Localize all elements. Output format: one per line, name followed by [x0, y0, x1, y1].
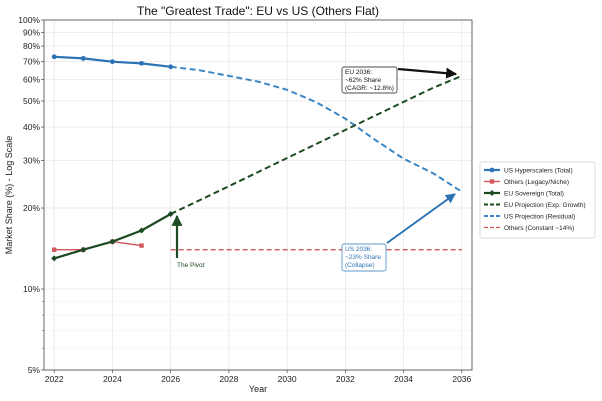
others-legacy-point [51, 247, 57, 252]
us-hyperscalers-point [51, 54, 57, 60]
y-tick-label: 70% [23, 57, 40, 67]
eu-annotation-line-3: (CAGR: ~12.8%) [345, 85, 394, 92]
legend-label-eu-sovereign: EU Sovereign (Total) [504, 190, 564, 197]
legend-swatch-others-legacy-point [489, 179, 495, 184]
y-tick-label: 90% [23, 27, 40, 37]
y-tick-label: 20% [23, 203, 40, 213]
us-hyperscalers-point [110, 59, 115, 65]
others-legacy-point [139, 243, 144, 248]
x-axis-title: Year [249, 384, 267, 394]
eu-sovereign-point [51, 255, 58, 262]
eu-annotation-line-2: ~62% Share [345, 77, 381, 84]
us-projection-line [170, 65, 463, 193]
legend: US Hyperscalers (Total) Others (Legacy/Ni… [479, 161, 596, 239]
us-annotation-arrow [386, 193, 456, 244]
pivot-annotation-label: The Pivot [177, 262, 205, 269]
us-annotation-box [341, 243, 387, 272]
x-tick-label: 2036 [452, 374, 471, 384]
grid [44, 19, 472, 371]
x-tick-label: 2030 [278, 374, 297, 384]
series-group [51, 54, 463, 262]
us-annotation-line-2: ~23% Share [345, 254, 381, 261]
y-tick-label: 10% [23, 284, 40, 294]
eu-annotation-arrow [397, 67, 458, 79]
eu-annotation-line-1: EU 2036: [345, 69, 372, 76]
y-axis-title: Market Share (%) - Log Scale [4, 136, 14, 255]
x-tick-label: 2022 [45, 374, 64, 384]
us-annotation-line-1: US 2036: [345, 246, 372, 253]
y-tick-label: 50% [23, 96, 40, 106]
legend-label-others-constant: Others (Constant ~14%) [504, 225, 574, 232]
x-tick-label: 2032 [336, 374, 355, 384]
legend-frame [479, 161, 596, 239]
us-annotation-line-3: (Collapse) [345, 262, 375, 269]
eu-projection-line [170, 74, 463, 215]
legend-swatch-eu-sovereign-point [489, 190, 495, 196]
legend-label-eu-projection: EU Projection (Exp. Growth) [504, 202, 586, 209]
x-tick-label: 2024 [103, 374, 122, 384]
us-hyperscalers-point [168, 64, 174, 70]
x-tick-label: 2034 [394, 374, 413, 384]
y-tick-label: 40% [23, 122, 40, 132]
eu-sovereign-point [109, 238, 116, 245]
y-tick-label: 80% [23, 41, 40, 51]
legend-label-us-projection: US Projection (Residual) [504, 213, 575, 220]
legend-swatch-us-hyperscalers-point [489, 167, 495, 173]
x-tick-label: 2026 [161, 374, 180, 384]
legend-label-others-legacy: Others (Legacy/Niche) [504, 179, 569, 186]
us-hyperscalers-point [139, 60, 144, 66]
y-tick-label: 5% [28, 365, 41, 375]
legend-label-us-hyperscalers: US Hyperscalers (Total) [504, 167, 573, 174]
eu-annotation-box [341, 66, 398, 94]
eu-sovereign-point [138, 227, 145, 234]
chart-title: The "Greatest Trade": EU vs US (Others F… [137, 4, 379, 18]
us-hyperscalers-point [80, 55, 86, 61]
plot-frame [43, 19, 473, 371]
eu-sovereign-point [80, 246, 87, 253]
x-tick-label: 2028 [219, 374, 238, 384]
y-tick-label: 60% [23, 75, 40, 85]
annotations: EU 2036: ~62% Share (CAGR: ~12.8%) US 20… [171, 66, 458, 272]
y-tick-label: 30% [23, 156, 40, 166]
axis-ticks: 2022 2024 2026 2028 2030 2032 2034 2036 5% 10% 20%… [18, 15, 471, 384]
y-tick-label: 100% [18, 15, 40, 25]
